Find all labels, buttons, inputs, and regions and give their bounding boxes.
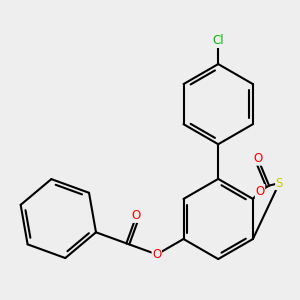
Text: O: O: [132, 209, 141, 222]
Text: S: S: [276, 176, 283, 190]
Text: O: O: [152, 248, 161, 261]
Text: O: O: [255, 184, 265, 198]
Text: O: O: [253, 152, 262, 165]
Text: Cl: Cl: [212, 34, 224, 47]
